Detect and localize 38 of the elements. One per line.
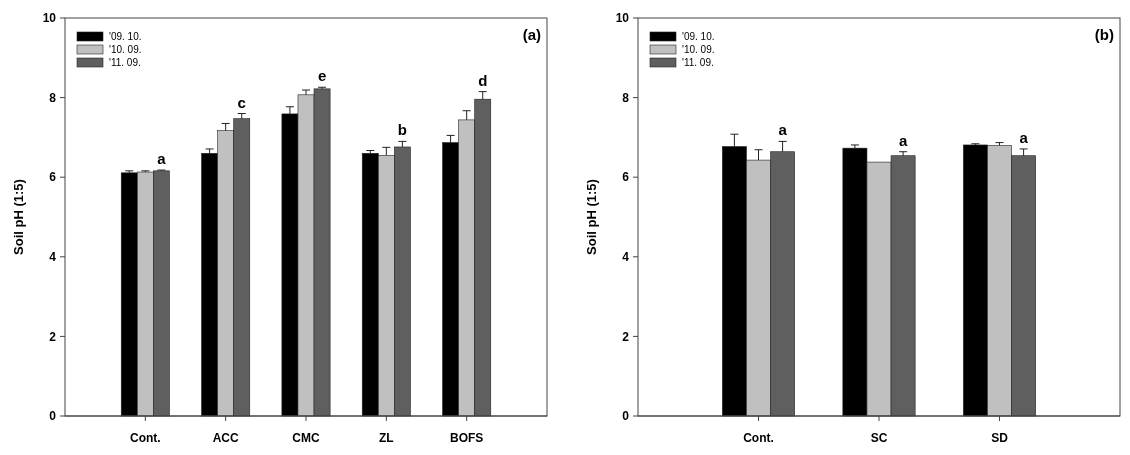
y-tick-label: 8 bbox=[49, 90, 57, 105]
y-axis-title: Soil pH (1:5) bbox=[11, 179, 26, 255]
annotation: c bbox=[237, 93, 246, 111]
y-tick-label: 4 bbox=[49, 250, 57, 264]
legend-label: '09. 10. bbox=[109, 31, 142, 42]
text: (b) bbox=[1094, 26, 1114, 43]
y-tick-label: 4 bbox=[622, 250, 630, 264]
annotation: a bbox=[1019, 128, 1029, 146]
legend-label: '11. 09. bbox=[109, 57, 141, 68]
annotation: a bbox=[778, 121, 788, 139]
y-tick-label: 10 bbox=[42, 11, 57, 26]
legend-label: '11. 09. bbox=[682, 57, 714, 68]
y-tick-label: 0 bbox=[49, 409, 57, 424]
y-tick-label: 6 bbox=[49, 170, 57, 185]
legend-label: '09. 10. bbox=[682, 31, 715, 42]
y-axis-title: Soil pH (1:5) bbox=[584, 179, 599, 255]
x-tick-label: SD bbox=[991, 431, 1009, 445]
y-tick-label: 2 bbox=[622, 329, 630, 344]
x-tick-label: SC bbox=[870, 431, 888, 445]
annotation: d bbox=[478, 71, 488, 89]
annotation: b bbox=[397, 121, 407, 139]
y-tick-label: 6 bbox=[622, 170, 630, 185]
annotation: a bbox=[157, 150, 167, 168]
x-tick-label: Cont. bbox=[743, 431, 774, 445]
y-tick-label: 0 bbox=[622, 409, 630, 424]
x-tick-label: ACC bbox=[212, 431, 239, 445]
annotation: e bbox=[317, 67, 327, 85]
y-tick-label: 8 bbox=[622, 90, 630, 105]
annotation: a bbox=[898, 131, 908, 149]
text: (a) bbox=[522, 26, 541, 43]
x-tick-label: ZL bbox=[379, 431, 394, 445]
x-tick-label: BOFS bbox=[449, 431, 484, 445]
y-tick-label: 10 bbox=[615, 11, 630, 26]
x-tick-label: CMC bbox=[292, 431, 320, 445]
legend-label: '10. 09. bbox=[682, 44, 715, 55]
x-tick-label: Cont. bbox=[130, 431, 161, 445]
y-tick-label: 2 bbox=[49, 329, 57, 344]
legend-label: '10. 09. bbox=[109, 44, 142, 55]
